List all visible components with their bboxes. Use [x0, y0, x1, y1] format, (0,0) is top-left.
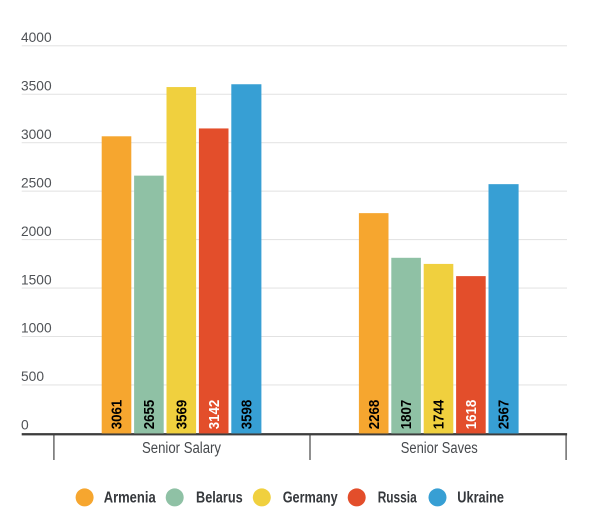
svg-text:2655: 2655 — [141, 400, 158, 430]
svg-text:3569: 3569 — [173, 400, 190, 430]
svg-text:Senior Salary: Senior Salary — [142, 440, 221, 457]
svg-text:2567: 2567 — [496, 400, 513, 430]
svg-text:Belarus: Belarus — [196, 490, 243, 507]
svg-text:3061: 3061 — [109, 400, 126, 430]
svg-text:2500: 2500 — [21, 174, 52, 190]
svg-text:2268: 2268 — [366, 400, 383, 430]
svg-text:2000: 2000 — [21, 223, 52, 239]
svg-text:4000: 4000 — [21, 29, 52, 45]
svg-text:3598: 3598 — [238, 400, 255, 430]
svg-text:Armenia: Armenia — [104, 490, 156, 507]
svg-text:500: 500 — [21, 368, 44, 384]
svg-text:1744: 1744 — [431, 399, 448, 429]
svg-text:Ukraine: Ukraine — [457, 490, 504, 507]
svg-text:3500: 3500 — [21, 77, 52, 93]
svg-text:1618: 1618 — [463, 400, 480, 430]
svg-text:0: 0 — [21, 417, 29, 433]
svg-text:3142: 3142 — [206, 400, 223, 430]
svg-text:3000: 3000 — [21, 126, 52, 142]
svg-text:1000: 1000 — [21, 320, 52, 336]
svg-text:1807: 1807 — [398, 400, 415, 430]
svg-text:Germany: Germany — [283, 490, 338, 507]
svg-text:1500: 1500 — [21, 271, 52, 287]
svg-text:Russia: Russia — [378, 490, 417, 507]
svg-text:Senior Saves: Senior Saves — [401, 440, 478, 457]
